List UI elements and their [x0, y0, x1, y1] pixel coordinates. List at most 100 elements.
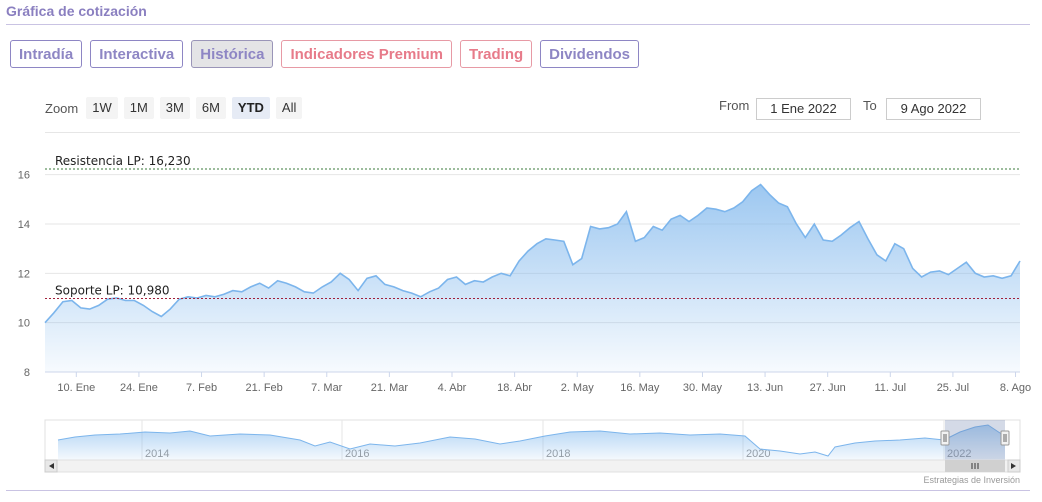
x-tick-label: 11. Jul — [875, 382, 907, 394]
data-point — [231, 289, 235, 293]
price-area — [45, 184, 1020, 372]
tab-dividendos[interactable]: Dividendos — [540, 40, 640, 68]
data-point — [732, 206, 736, 210]
data-point — [517, 259, 521, 263]
data-point — [240, 290, 244, 294]
data-point — [186, 295, 190, 299]
zoom-6m-button[interactable]: 6M — [195, 97, 226, 119]
data-point — [79, 306, 83, 310]
tab-intradia[interactable]: Intradía — [10, 40, 83, 68]
data-point — [794, 222, 798, 226]
data-point — [213, 295, 217, 299]
data-point — [401, 289, 405, 293]
data-point — [696, 213, 700, 217]
data-point — [258, 281, 262, 285]
data-point — [830, 239, 834, 243]
navigator-left-handle[interactable] — [940, 430, 950, 446]
data-point — [624, 210, 628, 214]
data-point — [616, 222, 620, 226]
zoom-all-button[interactable]: All — [275, 97, 303, 119]
navigator: 20142016201820202022 — [44, 419, 1021, 473]
price-line — [44, 183, 1021, 324]
chart-credit: Estrategias de Inversión — [923, 475, 1020, 485]
zoom-1m-button[interactable]: 1M — [123, 97, 154, 119]
data-point — [598, 227, 602, 231]
zoom-ytd-button[interactable]: YTD — [231, 97, 270, 119]
data-point — [857, 220, 861, 224]
from-date-input[interactable]: 1 Ene 2022 — [756, 98, 851, 120]
data-point — [580, 257, 584, 261]
data-point — [43, 321, 47, 325]
data-point — [955, 266, 959, 270]
data-point — [70, 299, 74, 303]
x-tick-label: 2. May — [561, 382, 595, 394]
x-tick-label: 30. May — [683, 382, 723, 394]
data-point — [991, 274, 995, 278]
data-point — [204, 294, 208, 298]
data-point — [687, 220, 691, 224]
data-point — [446, 278, 450, 282]
data-point — [311, 291, 315, 295]
data-point — [383, 282, 387, 286]
data-point — [365, 276, 369, 280]
data-point — [1018, 259, 1022, 263]
data-point — [115, 296, 119, 300]
tab-historica[interactable]: Histórica — [191, 40, 274, 68]
x-tick-label: 25. Jul — [937, 382, 969, 394]
data-point — [741, 200, 745, 204]
data-point — [1000, 276, 1004, 280]
scrollbar-track[interactable] — [44, 459, 1021, 473]
x-tick-label: 7. Mar — [311, 382, 343, 394]
arrow-left-icon — [49, 463, 54, 469]
resistance-label: Resistencia LP: 16,230 — [55, 154, 191, 168]
zoom-label: Zoom — [45, 100, 79, 116]
data-point — [374, 274, 378, 278]
data-point — [669, 217, 673, 221]
navigator-selection[interactable] — [945, 420, 1005, 460]
data-point — [267, 286, 271, 290]
chart-tabs: Intradía Interactiva Histórica Indicador… — [10, 40, 640, 68]
from-label: From — [719, 98, 750, 113]
data-point — [633, 239, 637, 243]
data-point — [508, 274, 512, 278]
data-point — [884, 259, 888, 263]
data-point — [875, 253, 879, 257]
data-point — [812, 222, 816, 226]
data-point — [392, 285, 396, 289]
data-point — [97, 303, 101, 307]
to-date-input[interactable]: 9 Ago 2022 — [886, 98, 981, 120]
data-point — [455, 275, 459, 279]
data-point — [526, 249, 530, 253]
data-point — [419, 295, 423, 299]
tab-interactiva[interactable]: Interactiva — [90, 40, 184, 68]
data-point — [651, 225, 655, 229]
tab-trading[interactable]: Trading — [460, 40, 533, 68]
zoom-3m-button[interactable]: 3M — [159, 97, 190, 119]
x-tick-label: 21. Mar — [371, 382, 409, 394]
data-point — [428, 290, 432, 294]
y-tick-label: 8 — [24, 367, 30, 379]
data-point — [106, 297, 110, 301]
data-point — [276, 279, 280, 283]
navigator-right-handle[interactable] — [1000, 430, 1010, 446]
tab-indicadores-premium[interactable]: Indicadores Premium — [281, 40, 452, 68]
data-point — [222, 292, 226, 296]
navigator-area — [58, 425, 1005, 460]
data-point — [678, 213, 682, 217]
toolbar-divider — [45, 132, 1020, 133]
data-point — [249, 285, 253, 289]
data-point — [320, 285, 324, 289]
y-tick-label: 16 — [18, 170, 30, 182]
data-point — [607, 226, 611, 230]
y-tick-label: 14 — [18, 219, 30, 231]
zoom-1w-button[interactable]: 1W — [86, 97, 118, 119]
zoom-selector: Zoom 1W 1M 3M 6M YTD All — [45, 97, 308, 119]
x-tick-label: 7. Feb — [186, 382, 217, 394]
data-point — [499, 271, 503, 275]
data-point — [294, 285, 298, 289]
data-point — [920, 275, 924, 279]
data-point — [571, 263, 575, 267]
x-tick-label: 4. Abr — [438, 382, 467, 394]
data-point — [124, 299, 128, 303]
data-point — [893, 242, 897, 246]
